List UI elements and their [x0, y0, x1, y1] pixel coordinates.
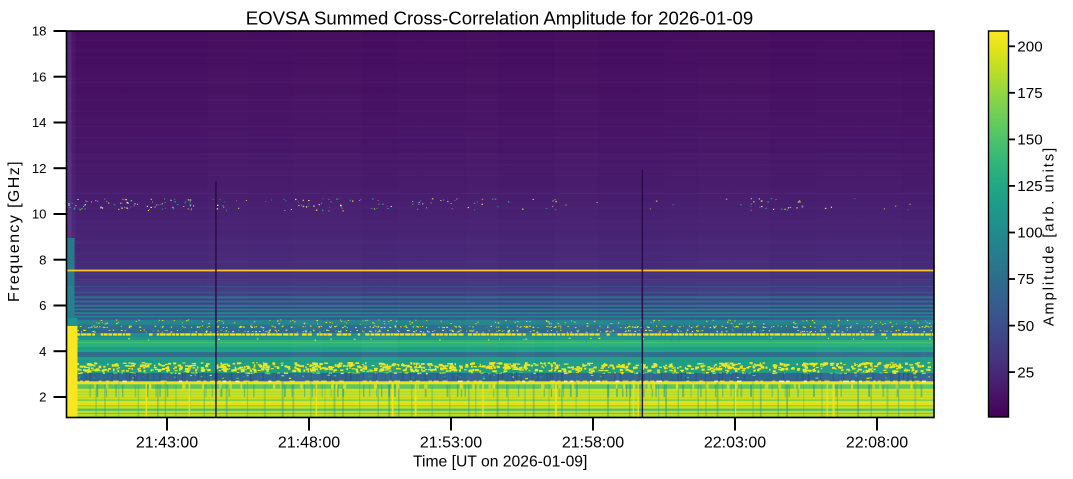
svg-text:16: 16 [32, 69, 47, 84]
svg-text:Frequency [GHz]: Frequency [GHz] [6, 160, 23, 302]
svg-text:12: 12 [32, 161, 47, 176]
svg-text:EOVSA Summed Cross-Correlation: EOVSA Summed Cross-Correlation Amplitude… [246, 8, 753, 29]
svg-text:4: 4 [39, 344, 46, 359]
svg-text:18: 18 [32, 24, 47, 39]
svg-text:150: 150 [1017, 132, 1042, 149]
svg-text:Amplitude [arb. units]: Amplitude [arb. units] [1042, 146, 1058, 326]
svg-text:6: 6 [39, 298, 46, 313]
svg-text:Time [UT on 2026-01-09]: Time [UT on 2026-01-09] [413, 454, 587, 471]
svg-text:175: 175 [1017, 85, 1042, 102]
svg-text:200: 200 [1017, 39, 1042, 56]
svg-text:21:53:00: 21:53:00 [420, 435, 482, 452]
svg-text:2: 2 [39, 390, 46, 405]
svg-text:22:03:00: 22:03:00 [704, 435, 766, 452]
svg-text:10: 10 [32, 207, 47, 222]
svg-text:22:08:00: 22:08:00 [846, 435, 908, 452]
svg-text:100: 100 [1017, 225, 1042, 242]
svg-text:8: 8 [39, 252, 46, 267]
svg-text:21:48:00: 21:48:00 [278, 435, 340, 452]
svg-text:14: 14 [32, 115, 47, 130]
svg-text:21:43:00: 21:43:00 [136, 435, 198, 452]
svg-text:21:58:00: 21:58:00 [562, 435, 624, 452]
svg-text:25: 25 [1017, 364, 1034, 381]
svg-text:50: 50 [1017, 318, 1034, 335]
svg-text:75: 75 [1017, 271, 1034, 288]
svg-text:125: 125 [1017, 178, 1042, 195]
